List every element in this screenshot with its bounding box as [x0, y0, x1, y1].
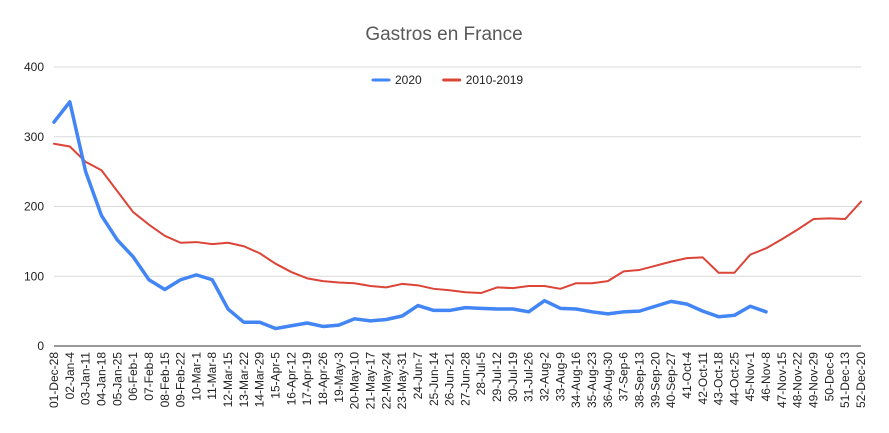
x-tick-label: 50-Dec-6: [822, 352, 836, 402]
x-tick-label: 11-Mar-8: [205, 352, 219, 400]
x-tick-label: 13-Mar-22: [237, 352, 251, 408]
chart-title: Gastros en France: [365, 24, 522, 45]
x-tick-label: 09-Feb-22: [174, 352, 188, 408]
x-tick-label: 52-Dec-20: [854, 352, 868, 408]
x-tick-label: 40-Sep-27: [664, 352, 678, 408]
x-tick-label: 45-Nov-1: [743, 352, 757, 402]
x-tick-label: 31-Jul-26: [522, 352, 536, 402]
y-tick-label: 300: [24, 130, 44, 144]
x-tick-label: 24-Jun-7: [411, 352, 425, 400]
x-tick-label: 28-Jul-5: [474, 352, 488, 396]
x-tick-label: 02-Jan-4: [63, 352, 77, 400]
x-tick-label: 37-Sep-6: [617, 352, 631, 402]
x-tick-label: 19-May-3: [332, 352, 346, 403]
x-tick-label: 18-Apr-26: [316, 352, 330, 406]
x-tick-label: 16-Apr-12: [284, 352, 298, 406]
x-tick-label: 21-May-17: [363, 352, 377, 410]
x-tick-label: 05-Jan-25: [110, 352, 124, 406]
series-line-2020: [52, 100, 768, 331]
x-tick-label: 43-Oct-18: [712, 352, 726, 406]
y-tick-label: 400: [24, 60, 44, 74]
x-tick-label: 34-Aug-16: [569, 352, 583, 408]
x-tick-label: 44-Oct-25: [727, 352, 741, 406]
x-tick-label: 29-Jul-12: [490, 352, 504, 402]
x-tick-label: 23-May-31: [395, 352, 409, 410]
x-tick-label: 01-Dec-28: [47, 352, 61, 408]
x-tick-label: 38-Sep-13: [632, 352, 646, 408]
x-tick-label: 46-Nov-8: [759, 352, 773, 402]
y-tick-label: 0: [37, 339, 44, 353]
x-tick-label: 47-Nov-15: [775, 352, 789, 408]
x-tick-label: 25-Jun-14: [427, 352, 441, 406]
series-line-2010-2019: [53, 142, 862, 294]
legend: 2020 2010-2019: [371, 73, 524, 87]
x-tick-label: 06-Feb-1: [126, 352, 140, 401]
legend-label: 2020: [395, 73, 422, 87]
series-layer: [52, 100, 862, 331]
x-tick-label: 10-Mar-1: [189, 352, 203, 401]
x-tick-label: 51-Dec-13: [838, 352, 852, 408]
x-tick-label: 48-Nov-22: [791, 352, 805, 408]
x-tick-label: 49-Nov-29: [807, 352, 821, 408]
x-tick-label: 14-Mar-29: [253, 352, 267, 408]
legend-label: 2010-2019: [466, 73, 524, 87]
x-tick-label: 39-Sep-20: [648, 352, 662, 408]
y-tick-label: 100: [24, 269, 44, 283]
x-tick-label: 17-Apr-19: [300, 352, 314, 406]
x-tick-label: 15-Apr-5: [269, 352, 283, 399]
x-tick-label: 41-Oct-4: [680, 352, 694, 399]
x-axis: 01-Dec-28 02-Jan-4 03-Jan-11 04-Jan-18 05-Ja…: [47, 352, 868, 410]
x-tick-label: 20-May-10: [348, 352, 362, 410]
x-tick-label: 22-May-24: [379, 352, 393, 410]
x-tick-label: 12-Mar-15: [221, 352, 235, 408]
x-tick-label: 04-Jan-18: [94, 352, 108, 406]
x-tick-label: 08-Feb-15: [158, 352, 172, 408]
x-tick-label: 07-Feb-8: [142, 352, 156, 401]
gridlines: [54, 66, 861, 347]
x-tick-label: 27-Jun-28: [458, 352, 472, 406]
y-tick-label: 200: [24, 200, 44, 214]
y-axis: 0 100 200 300 400: [24, 60, 44, 353]
x-tick-label: 36-Aug-30: [601, 352, 615, 408]
x-tick-label: 42-Oct-11: [696, 352, 710, 405]
x-tick-label: 33-Aug-9: [553, 352, 567, 402]
x-tick-label: 26-Jun-21: [443, 352, 457, 406]
x-tick-label: 30-Jul-19: [506, 352, 520, 402]
x-tick-label: 35-Aug-23: [585, 352, 599, 408]
x-tick-label: 03-Jan-11: [79, 352, 93, 405]
x-tick-label: 32-Aug-2: [538, 352, 552, 402]
